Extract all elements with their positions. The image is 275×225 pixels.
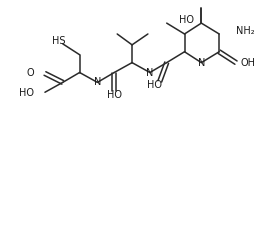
Text: HO: HO: [107, 90, 122, 100]
Text: N: N: [94, 77, 101, 87]
Text: HS: HS: [52, 36, 65, 46]
Text: OH: OH: [241, 58, 256, 68]
Text: N: N: [198, 58, 205, 68]
Text: HO: HO: [19, 88, 34, 98]
Text: NH₂: NH₂: [236, 26, 255, 36]
Text: N: N: [146, 68, 153, 77]
Text: HO: HO: [179, 15, 194, 25]
Text: HO: HO: [147, 80, 162, 90]
Text: O: O: [26, 68, 34, 79]
